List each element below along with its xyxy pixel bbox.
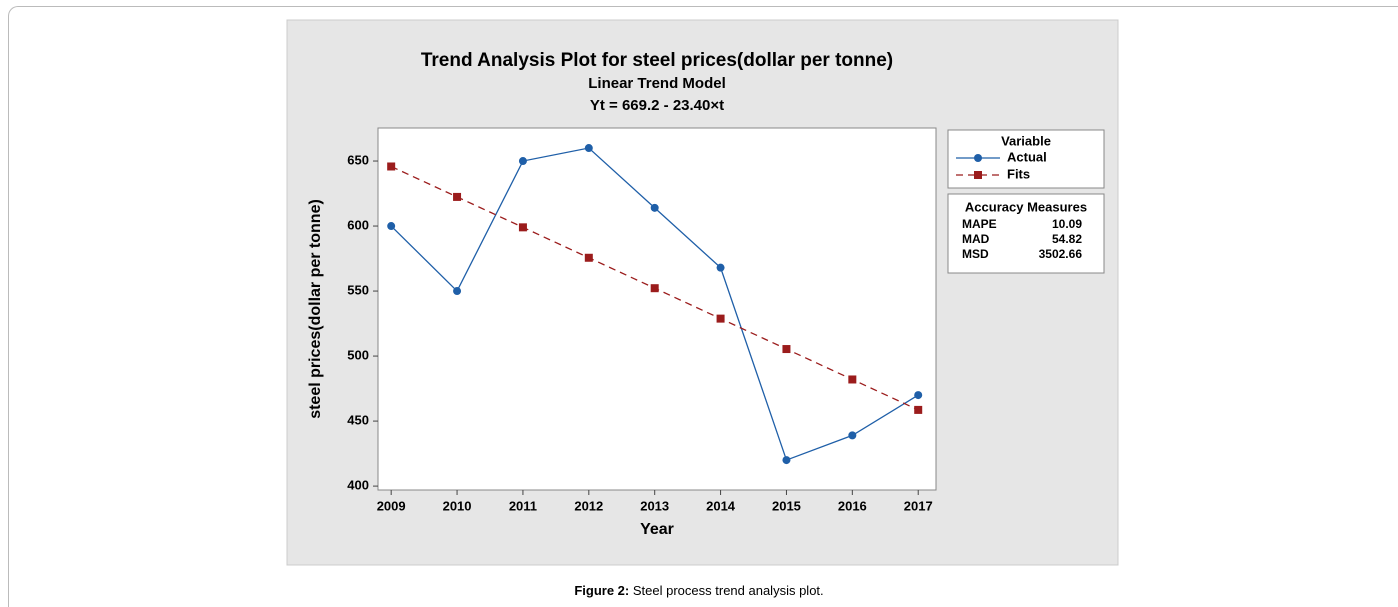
frame <box>8 6 1398 607</box>
point <box>453 192 462 201</box>
point <box>518 223 527 232</box>
point <box>650 203 659 212</box>
x-tick-label: 2016 <box>838 498 867 513</box>
x-tick-label: 2010 <box>443 498 472 513</box>
point <box>387 162 396 171</box>
legend-label: Actual <box>1007 149 1047 164</box>
point <box>914 405 923 414</box>
point <box>716 314 725 323</box>
x-tick-label: 2011 <box>509 498 537 513</box>
x-axis-label: Year <box>640 521 674 538</box>
point <box>453 287 462 296</box>
accuracy-value: 3502.66 <box>1039 247 1083 261</box>
caption-text: Steel process trend analysis plot. <box>633 583 824 598</box>
y-tick-label: 450 <box>347 413 369 428</box>
equation: Yt = 669.2 - 23.40×t <box>590 97 724 114</box>
legend-title: Variable <box>1001 133 1051 148</box>
plot-area <box>377 127 937 491</box>
y-tick-label: 500 <box>347 348 369 363</box>
x-tick-label: 2014 <box>706 498 736 513</box>
accuracy-name: MSD <box>962 247 989 261</box>
legend-label: Fits <box>1007 166 1030 181</box>
accuracy-value: 54.82 <box>1052 232 1082 246</box>
legend-marker <box>974 154 982 162</box>
x-tick-label: 2015 <box>772 498 801 513</box>
accuracy-title: Accuracy Measures <box>965 199 1087 214</box>
caption: Figure 2: Steel process trend analysis p… <box>574 583 823 598</box>
point <box>518 157 527 166</box>
y-tick-label: 650 <box>347 152 369 167</box>
accuracy-value: 10.09 <box>1052 217 1082 231</box>
point <box>914 391 923 400</box>
point <box>584 253 593 262</box>
point <box>387 222 396 231</box>
point <box>716 263 725 272</box>
caption-label: Figure 2: <box>574 583 629 598</box>
point <box>650 284 659 293</box>
point <box>782 345 791 354</box>
point <box>782 456 791 465</box>
legend-marker <box>974 171 982 179</box>
x-tick-label: 2012 <box>574 498 603 513</box>
accuracy-name: MAPE <box>962 217 997 231</box>
x-tick-label: 2013 <box>640 498 669 513</box>
accuracy-name: MAD <box>962 232 990 246</box>
y-tick-label: 400 <box>347 478 369 493</box>
x-tick-label: 2009 <box>377 498 406 513</box>
accuracy-box <box>947 193 1105 274</box>
x-tick-label: 2017 <box>904 498 933 513</box>
point <box>584 144 593 153</box>
point <box>848 431 857 440</box>
chart-title: Trend Analysis Plot for steel prices(dol… <box>421 50 893 71</box>
point <box>848 375 857 384</box>
y-tick-label: 600 <box>347 217 369 232</box>
y-axis-label: steel prices(dollar per tonne) <box>307 199 324 419</box>
y-tick-label: 550 <box>347 282 369 297</box>
chart-subtitle: Linear Trend Model <box>588 75 726 92</box>
